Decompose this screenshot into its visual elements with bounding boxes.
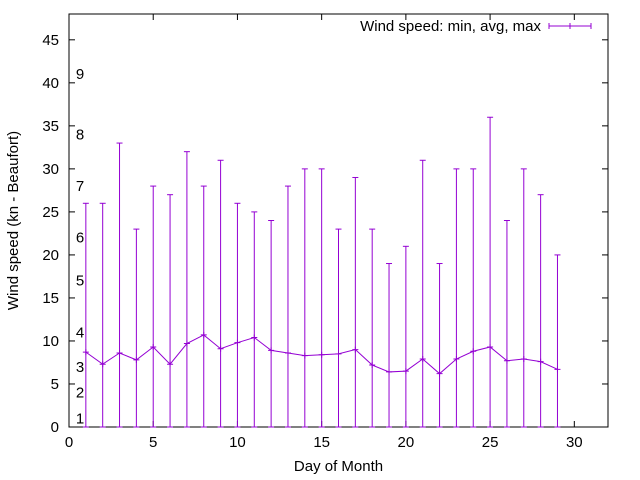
data-point-avg: [82, 349, 89, 356]
x-tick-label: 10: [229, 434, 246, 451]
beaufort-label: 7: [76, 178, 84, 195]
data-point-avg: [133, 356, 140, 363]
data-point-avg: [554, 366, 561, 373]
data-point-avg: [369, 362, 376, 369]
data-point-avg: [284, 350, 291, 357]
y-tick-label: 25: [42, 204, 59, 221]
legend: Wind speed: min, avg, max: [360, 18, 592, 35]
data-point-avg: [503, 357, 510, 364]
beaufort-label: 5: [76, 273, 84, 290]
beaufort-label: 6: [76, 230, 84, 247]
data-point-avg: [436, 370, 443, 377]
legend-sample-point: [567, 23, 573, 29]
data-point-avg: [419, 356, 426, 363]
data-point-avg: [335, 350, 342, 357]
data-point-avg: [217, 345, 224, 352]
data-point-avg: [537, 358, 544, 365]
data-point-avg: [470, 348, 477, 355]
beaufort-label: 4: [76, 324, 84, 341]
beaufort-label: 1: [76, 410, 84, 427]
x-axis-label: Day of Month: [294, 458, 383, 475]
data-point-avg: [520, 356, 527, 363]
data-points: [82, 331, 561, 377]
beaufort-label: 2: [76, 385, 84, 402]
y-tick-label: 20: [42, 247, 59, 264]
y-axis-label: Wind speed (kn - Beaufort): [5, 131, 22, 310]
data-point-avg: [402, 368, 409, 375]
x-tick-label: 0: [65, 434, 73, 451]
data-point-avg: [318, 351, 325, 358]
y-tick-label: 15: [42, 290, 59, 307]
x-tick-label: 15: [313, 434, 330, 451]
x-tick-label: 30: [566, 434, 583, 451]
beaufort-labels: 1 2 3 4 5 6 7 8 9: [76, 66, 84, 427]
axis-ticks: [68, 14, 608, 428]
error-bars: [82, 116, 561, 428]
beaufort-label: 9: [76, 66, 84, 83]
x-tick-label: 5: [149, 434, 157, 451]
data-point-avg: [200, 331, 207, 338]
data-point-avg: [183, 340, 190, 347]
data-point-avg: [301, 352, 308, 359]
y-tick-label: 10: [42, 333, 59, 350]
data-point-avg: [99, 361, 106, 368]
y-tick-label: 40: [42, 75, 59, 92]
y-tick-label: 5: [51, 376, 59, 393]
data-point-avg: [453, 356, 460, 363]
y-tick-label: 45: [42, 32, 59, 49]
data-point-avg: [268, 347, 275, 354]
data-point-avg: [251, 334, 258, 341]
data-point-avg: [150, 343, 157, 350]
data-point-avg: [234, 339, 241, 346]
beaufort-label: 3: [76, 359, 84, 376]
data-point-avg: [487, 343, 494, 350]
data-point-avg: [116, 350, 123, 357]
x-tick-label: 25: [482, 434, 499, 451]
data-point-avg: [352, 346, 359, 353]
data-point-avg: [386, 368, 393, 375]
legend-label: Wind speed: min, avg, max: [360, 18, 541, 35]
legend-sample-errorbar: [548, 23, 592, 29]
data-point-avg: [167, 361, 174, 368]
beaufort-label: 8: [76, 126, 84, 143]
x-tick-label: 20: [398, 434, 415, 451]
y-tick-label: 35: [42, 118, 59, 135]
y-tick-label: 30: [42, 161, 59, 178]
y-tick-label: 0: [51, 419, 59, 436]
